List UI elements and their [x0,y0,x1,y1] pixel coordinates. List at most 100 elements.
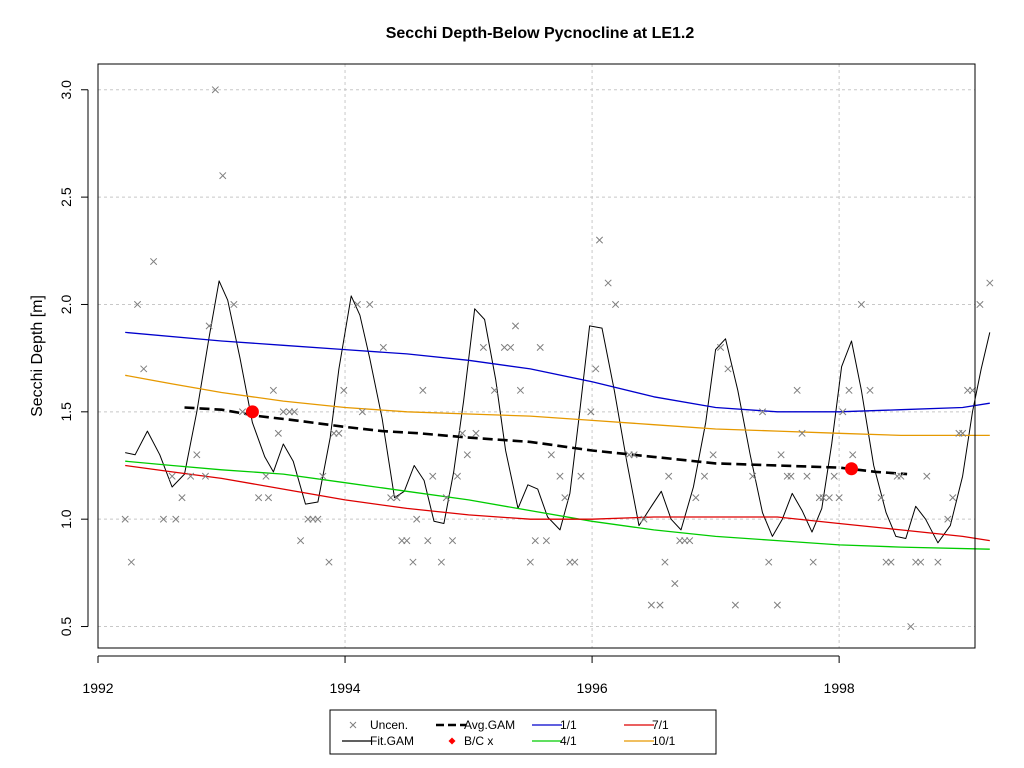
uncensored-point-95 [773,601,781,609]
uncensored-point-89 [716,343,725,351]
uncensored-point-122 [934,558,942,566]
uncensored-point-1 [127,558,135,566]
uncensored-point-108 [839,408,847,416]
axes: 1992 1994 1996 1998 0.5 1.0 1.5 2.0 2.5 3.0 [58,80,855,696]
uncensored-point-58 [511,322,520,330]
uncensored-point-52 [463,451,471,459]
uncensored-point-123 [944,515,952,523]
uncensored-point-38 [387,494,395,502]
uncensored-point-73 [604,279,612,287]
uncensored-point-130 [986,279,994,287]
legend-box [329,709,717,755]
uncensored-point-48 [442,494,450,502]
uncensored-point-54 [479,343,487,351]
uncensored-point-109 [845,386,853,394]
uncensored-point-8 [178,494,186,502]
uncensored-point-71 [592,365,600,373]
uncensored-point-3 [140,365,148,373]
uncensored-point-97 [783,472,791,480]
uncensored-point-37 [379,343,387,351]
uncensored-point-21 [274,429,282,437]
uncensored-point-49 [448,537,457,545]
bc-points [245,405,858,476]
uncensored-point-129 [976,300,984,309]
chart-title: Secchi Depth-Below Pycnocline at LE1.2 [386,25,695,42]
uncensored-point-66 [561,494,569,502]
uncensored-point-57 [507,343,515,351]
series-fit-line [125,280,991,544]
legend-label-s11: 1/1 [560,718,577,732]
uncensored-point-80 [661,558,669,566]
legend-label-fit: Fit.GAM [370,734,414,748]
series-layer [125,280,991,550]
uncensored-point-107 [835,494,843,502]
grid [97,64,975,648]
uncensored-point-121 [923,472,931,480]
legend-label-uncen: Uncen. [370,718,408,732]
uncensored-point-46 [429,472,437,480]
uncensored-point-5 [159,515,168,523]
uncensored-point-85 [686,537,694,545]
uncensored-point-90 [724,365,732,373]
uncensored-point-76 [630,451,638,459]
plot-frame [97,63,976,649]
uncensored-point-56 [500,343,508,351]
uncensored-point-62 [536,343,544,351]
uncensored-point-77 [640,515,648,523]
uncensored-point-100 [798,429,806,437]
legend-label-s101: 10/1 [652,734,676,748]
uncensored-point-118 [907,622,915,631]
uncensored-point-106 [830,472,838,480]
uncensored-point-102 [809,558,817,566]
uncensored-point-78 [647,601,655,609]
uncensored-point-7 [172,515,180,523]
uncensored-point-4 [150,257,158,266]
y-tick-label-1: 1.0 [58,509,74,529]
uncensored-point-51 [458,429,466,437]
uncensored-point-120 [917,558,925,566]
legend-label-avg: Avg.GAM [464,718,515,732]
uncensored-point-50 [453,472,461,480]
uncensored-point-113 [877,494,885,502]
series-s11-line [125,331,990,413]
uncensored-point-42 [409,558,417,566]
legend-label-bcx: B/C x [464,734,493,748]
uncensored-point-105 [825,494,833,502]
uncensored-point-19 [264,494,273,502]
uncensored-point-30 [325,558,333,566]
uncensored-point-36 [366,300,374,309]
series-s41-line [125,460,990,550]
uncensored-point-6 [168,472,176,480]
uncensored-point-87 [700,472,709,480]
uncensored-point-13 [211,86,219,94]
uncensored-point-63 [542,537,550,545]
uncensored-point-10 [193,451,201,459]
uncensored-point-11 [201,472,210,480]
uncensored-point-65 [556,472,564,480]
uncensored-point-112 [866,386,874,394]
series-s101-line [125,374,990,437]
uncensored-point-103 [815,494,823,502]
y-tick-label-4: 2.5 [58,187,74,207]
uncensored-point-101 [803,472,811,480]
uncensored-point-59 [516,386,524,394]
bc-point-1 [844,462,858,476]
uncensored-point-9 [187,472,195,480]
uncensored-point-55 [490,386,499,394]
uncensored-point-61 [531,537,539,545]
uncensored-point-35 [358,408,366,416]
uncensored-point-110 [849,451,857,459]
uncensored-point-124 [949,494,957,502]
uncensored-point-117 [897,472,905,480]
y-tick-label-3: 2.0 [58,295,74,315]
uncensored-point-69 [577,472,585,480]
uncensored-point-111 [857,300,865,309]
uncensored-point-115 [887,558,895,566]
series-avg-line [184,406,908,476]
uncensored-point-99 [793,386,801,394]
uncensored-point-126 [959,429,967,437]
uncensored-point-53 [472,429,480,437]
x-tick-label-2: 1996 [577,680,608,696]
uncensored-point-22 [279,408,287,416]
